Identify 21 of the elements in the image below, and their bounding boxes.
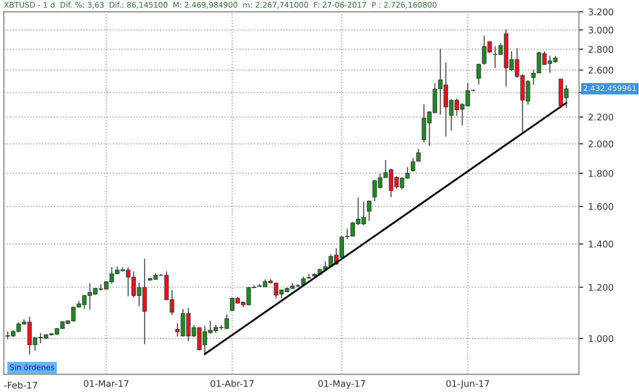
y-tick-label: 2.600 bbox=[588, 66, 614, 74]
x-tick-label: 01-Mar-17 bbox=[84, 380, 128, 387]
x-tick-label: 01-Abr-17 bbox=[210, 380, 254, 387]
y-tick-label: 2.800 bbox=[588, 46, 614, 53]
x-tick-label: 01-Jun-17 bbox=[446, 380, 490, 389]
candlestick bbox=[366, 200, 372, 222]
candlestick bbox=[476, 63, 481, 86]
x-tick-label: 01-May-17 bbox=[318, 380, 365, 389]
y-tick-label: 2.200 bbox=[588, 114, 614, 121]
candlestick bbox=[531, 70, 536, 86]
candlestick bbox=[410, 158, 416, 172]
y-tick-label: 3.000 bbox=[588, 26, 614, 34]
candlestick bbox=[416, 148, 421, 162]
y-tick-label: 1.400 bbox=[588, 240, 614, 248]
y-tick-label: 1.800 bbox=[588, 170, 614, 177]
y-tick-label: 3.200 bbox=[588, 8, 614, 16]
y-tick-label: 1.600 bbox=[588, 203, 614, 210]
y-tick-label: 2.000 bbox=[588, 140, 614, 148]
y-tick-label: 1.200 bbox=[588, 284, 614, 291]
y-tick-label: 1.000 bbox=[588, 335, 614, 342]
text: -Feb-17 bbox=[4, 382, 38, 389]
